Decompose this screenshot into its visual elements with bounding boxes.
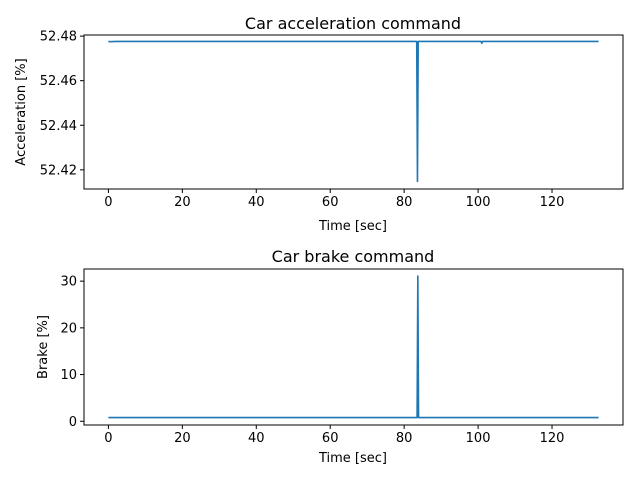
series-line xyxy=(108,40,599,183)
x-tick-label: 40 xyxy=(248,431,265,446)
x-tick-label: 80 xyxy=(396,195,413,210)
y-tick-label: 52.48 xyxy=(40,30,77,45)
x-tick-label: 100 xyxy=(466,195,491,210)
y-tick-label: 0 xyxy=(69,415,77,430)
x-tick-label: 20 xyxy=(174,195,191,210)
y-tick-label: 20 xyxy=(60,321,77,336)
x-tick-label: 0 xyxy=(104,195,112,210)
x-tick-label: 80 xyxy=(396,431,413,446)
ticks: 0 20 40 60 80 100 120 0 10 20 30 xyxy=(60,275,564,446)
x-tick-label: 60 xyxy=(322,195,339,210)
x-tick-label: 0 xyxy=(104,431,112,446)
y-axis-label: Brake [%] xyxy=(36,315,51,379)
y-tick-label: 52.46 xyxy=(40,74,77,89)
chart-title: Car brake command xyxy=(272,247,435,266)
acceleration-chart: Car acceleration command 0 20 40 60 80 100 120… xyxy=(14,14,624,234)
y-tick-label: 10 xyxy=(60,368,77,383)
x-axis-label: Time [sec] xyxy=(318,451,387,466)
x-tick-label: 120 xyxy=(540,195,565,210)
x-tick-label: 60 xyxy=(322,431,339,446)
x-tick-label: 120 xyxy=(540,431,565,446)
y-tick-label: 52.42 xyxy=(40,163,77,178)
y-tick-label: 30 xyxy=(60,275,77,290)
y-tick-label: 52.44 xyxy=(40,119,77,134)
series-line xyxy=(108,275,599,419)
x-tick-label: 20 xyxy=(174,431,191,446)
x-axis-label: Time [sec] xyxy=(318,219,387,234)
plot-area xyxy=(108,40,599,183)
axes-frame xyxy=(83,34,624,190)
axes-frame xyxy=(83,268,624,426)
brake-chart: Car brake command 0 20 40 60 80 100 120 0 10 20 30… xyxy=(36,247,624,466)
plot-area xyxy=(108,275,599,419)
x-tick-label: 40 xyxy=(248,195,265,210)
ticks: 0 20 40 60 80 100 120 52.42 52.44 52.46 52.48 xyxy=(40,30,565,210)
y-axis-label: Acceleration [%] xyxy=(14,58,29,165)
x-tick-label: 100 xyxy=(466,431,491,446)
chart-title: Car acceleration command xyxy=(245,14,461,33)
